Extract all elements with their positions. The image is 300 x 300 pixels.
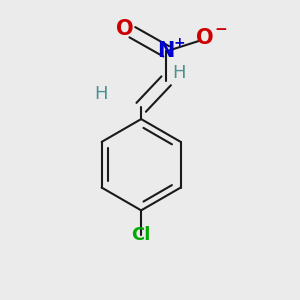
Text: H: H <box>95 85 108 103</box>
Text: H: H <box>173 64 186 82</box>
Text: N: N <box>158 41 175 62</box>
Text: O: O <box>116 19 134 39</box>
Text: Cl: Cl <box>131 226 151 244</box>
Text: −: − <box>214 22 227 37</box>
Text: O: O <box>196 28 213 48</box>
Text: +: + <box>174 35 185 50</box>
